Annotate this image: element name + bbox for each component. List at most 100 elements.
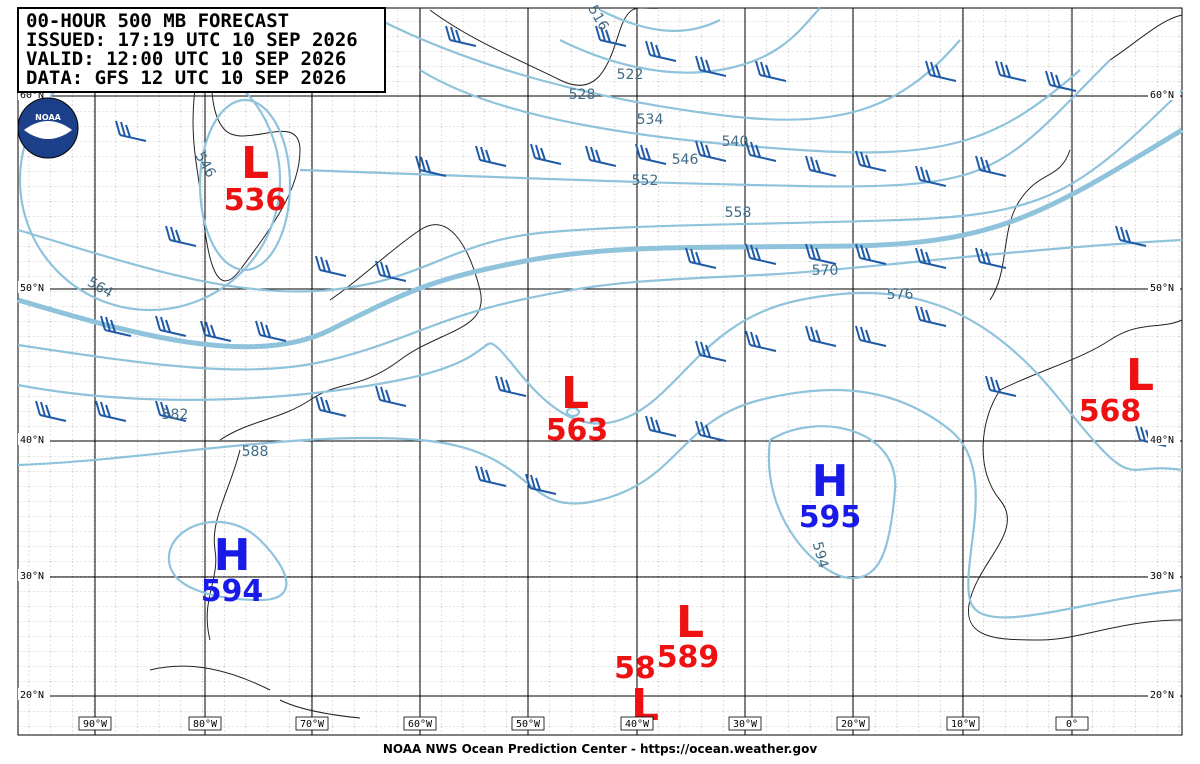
lon-label-box xyxy=(78,716,112,731)
wind-barb xyxy=(745,330,777,352)
center-value: 568 xyxy=(1079,394,1142,429)
contour-label: 522 xyxy=(617,67,644,83)
wind-barb xyxy=(695,420,727,442)
lon-label: 10°W xyxy=(951,719,976,730)
lon-label: 40°W xyxy=(625,719,650,730)
contour-label: 570 xyxy=(812,263,839,279)
lon-label: 30°W xyxy=(733,719,758,730)
lon-label: 20°W xyxy=(841,719,866,730)
contour-label: 558 xyxy=(725,205,752,221)
contour-label: 528 xyxy=(569,87,596,103)
wind-barb xyxy=(585,145,617,167)
wind-barb xyxy=(855,150,887,172)
center-value: 536 xyxy=(224,183,287,218)
lat-label-box xyxy=(18,281,50,293)
wind-barb xyxy=(375,260,407,282)
center-value: 594 xyxy=(201,574,264,609)
center-letter: H xyxy=(214,530,251,581)
wind-barb xyxy=(315,395,347,417)
lon-label-box xyxy=(1055,716,1089,731)
lat-label: 50°N xyxy=(20,283,44,294)
wind-barb xyxy=(915,305,947,327)
lon-label-box xyxy=(620,716,654,731)
center-value: 58 xyxy=(614,651,656,686)
wind-barb xyxy=(1115,225,1147,247)
wind-barb xyxy=(755,60,787,82)
wind-barb xyxy=(445,25,477,47)
contour-label: 582 xyxy=(162,407,189,423)
lon-label-box xyxy=(295,716,329,731)
wind-barb xyxy=(855,243,887,265)
lon-label: 0° xyxy=(1066,719,1078,730)
latitude-labels: 60°N 60°N 50°N 50°N 40°N 40°N 30°N 30°N 20°N 20°N xyxy=(18,88,1180,701)
wind-barb xyxy=(805,155,837,177)
logo-wave xyxy=(24,121,72,139)
wind-barb xyxy=(525,473,557,495)
wind-barb xyxy=(985,375,1017,397)
wind-barb xyxy=(155,315,187,337)
wind-barb xyxy=(685,247,717,269)
wind-barb xyxy=(530,143,562,165)
wind-barb xyxy=(975,247,1007,269)
lon-label-box xyxy=(728,716,762,731)
center-letter: L xyxy=(241,138,269,189)
header-line: 00-HOUR 500 MB FORECAST xyxy=(26,10,289,32)
center-value: 595 xyxy=(799,500,862,535)
wind-barb xyxy=(155,400,187,422)
wind-barb xyxy=(635,143,667,165)
wind-barb xyxy=(495,375,527,397)
wind-barb xyxy=(805,243,837,265)
center-letter: L xyxy=(561,368,589,419)
lon-label: 60°W xyxy=(408,719,433,730)
wind-barb xyxy=(695,340,727,362)
contour-label: 546 xyxy=(672,152,699,168)
center-value: 589 xyxy=(657,640,720,675)
lat-label: 40°N xyxy=(20,435,44,446)
lat-label: 20°N xyxy=(1150,690,1174,701)
lat-label: 30°N xyxy=(1150,571,1174,582)
wind-barb xyxy=(645,40,677,62)
lat-label: 30°N xyxy=(20,571,44,582)
header-box xyxy=(17,7,386,93)
graticule xyxy=(18,8,1182,735)
contour-label: 576 xyxy=(887,287,914,303)
wind-barb xyxy=(995,60,1027,82)
wind-barb xyxy=(475,465,507,487)
lon-label-box xyxy=(946,716,980,731)
lat-label-box xyxy=(1148,688,1180,700)
wind-barb xyxy=(165,225,197,247)
lat-label-box xyxy=(1148,569,1180,581)
lat-label-box xyxy=(18,433,50,445)
contour-label: 588 xyxy=(242,444,269,460)
wind-barb xyxy=(100,315,132,337)
wind-barb xyxy=(35,400,67,422)
wind-barb xyxy=(695,55,727,77)
lon-label: 50°W xyxy=(516,719,541,730)
lon-label-box xyxy=(511,716,545,731)
header-line: VALID: 12:00 UTC 10 SEP 2026 xyxy=(26,48,346,70)
header-line: DATA: GFS 12 UTC 10 SEP 2026 xyxy=(26,67,346,89)
lat-label: 50°N xyxy=(1150,283,1174,294)
wind-barb xyxy=(595,25,627,47)
longitude-labels: 90°W 80°W 70°W 60°W 50°W 40°W 30°W 20°W 10°W 0° xyxy=(78,716,1089,731)
wind-barb xyxy=(255,320,287,342)
wind-barb xyxy=(645,415,677,437)
center-value: 563 xyxy=(546,413,609,448)
lat-label-box xyxy=(1148,88,1180,100)
center-letter: L xyxy=(1126,350,1154,401)
wind-barb xyxy=(115,120,147,142)
wind-barb xyxy=(415,155,447,177)
center-letter: L xyxy=(676,597,704,648)
contour-label: 534 xyxy=(637,112,664,128)
height-contours xyxy=(17,7,1184,619)
lon-label-box xyxy=(836,716,870,731)
wind-barb xyxy=(975,155,1007,177)
lat-label-box xyxy=(1148,281,1180,293)
contour-label: 540 xyxy=(722,134,749,150)
lat-label-box xyxy=(18,569,50,581)
lon-label-box xyxy=(188,716,222,731)
